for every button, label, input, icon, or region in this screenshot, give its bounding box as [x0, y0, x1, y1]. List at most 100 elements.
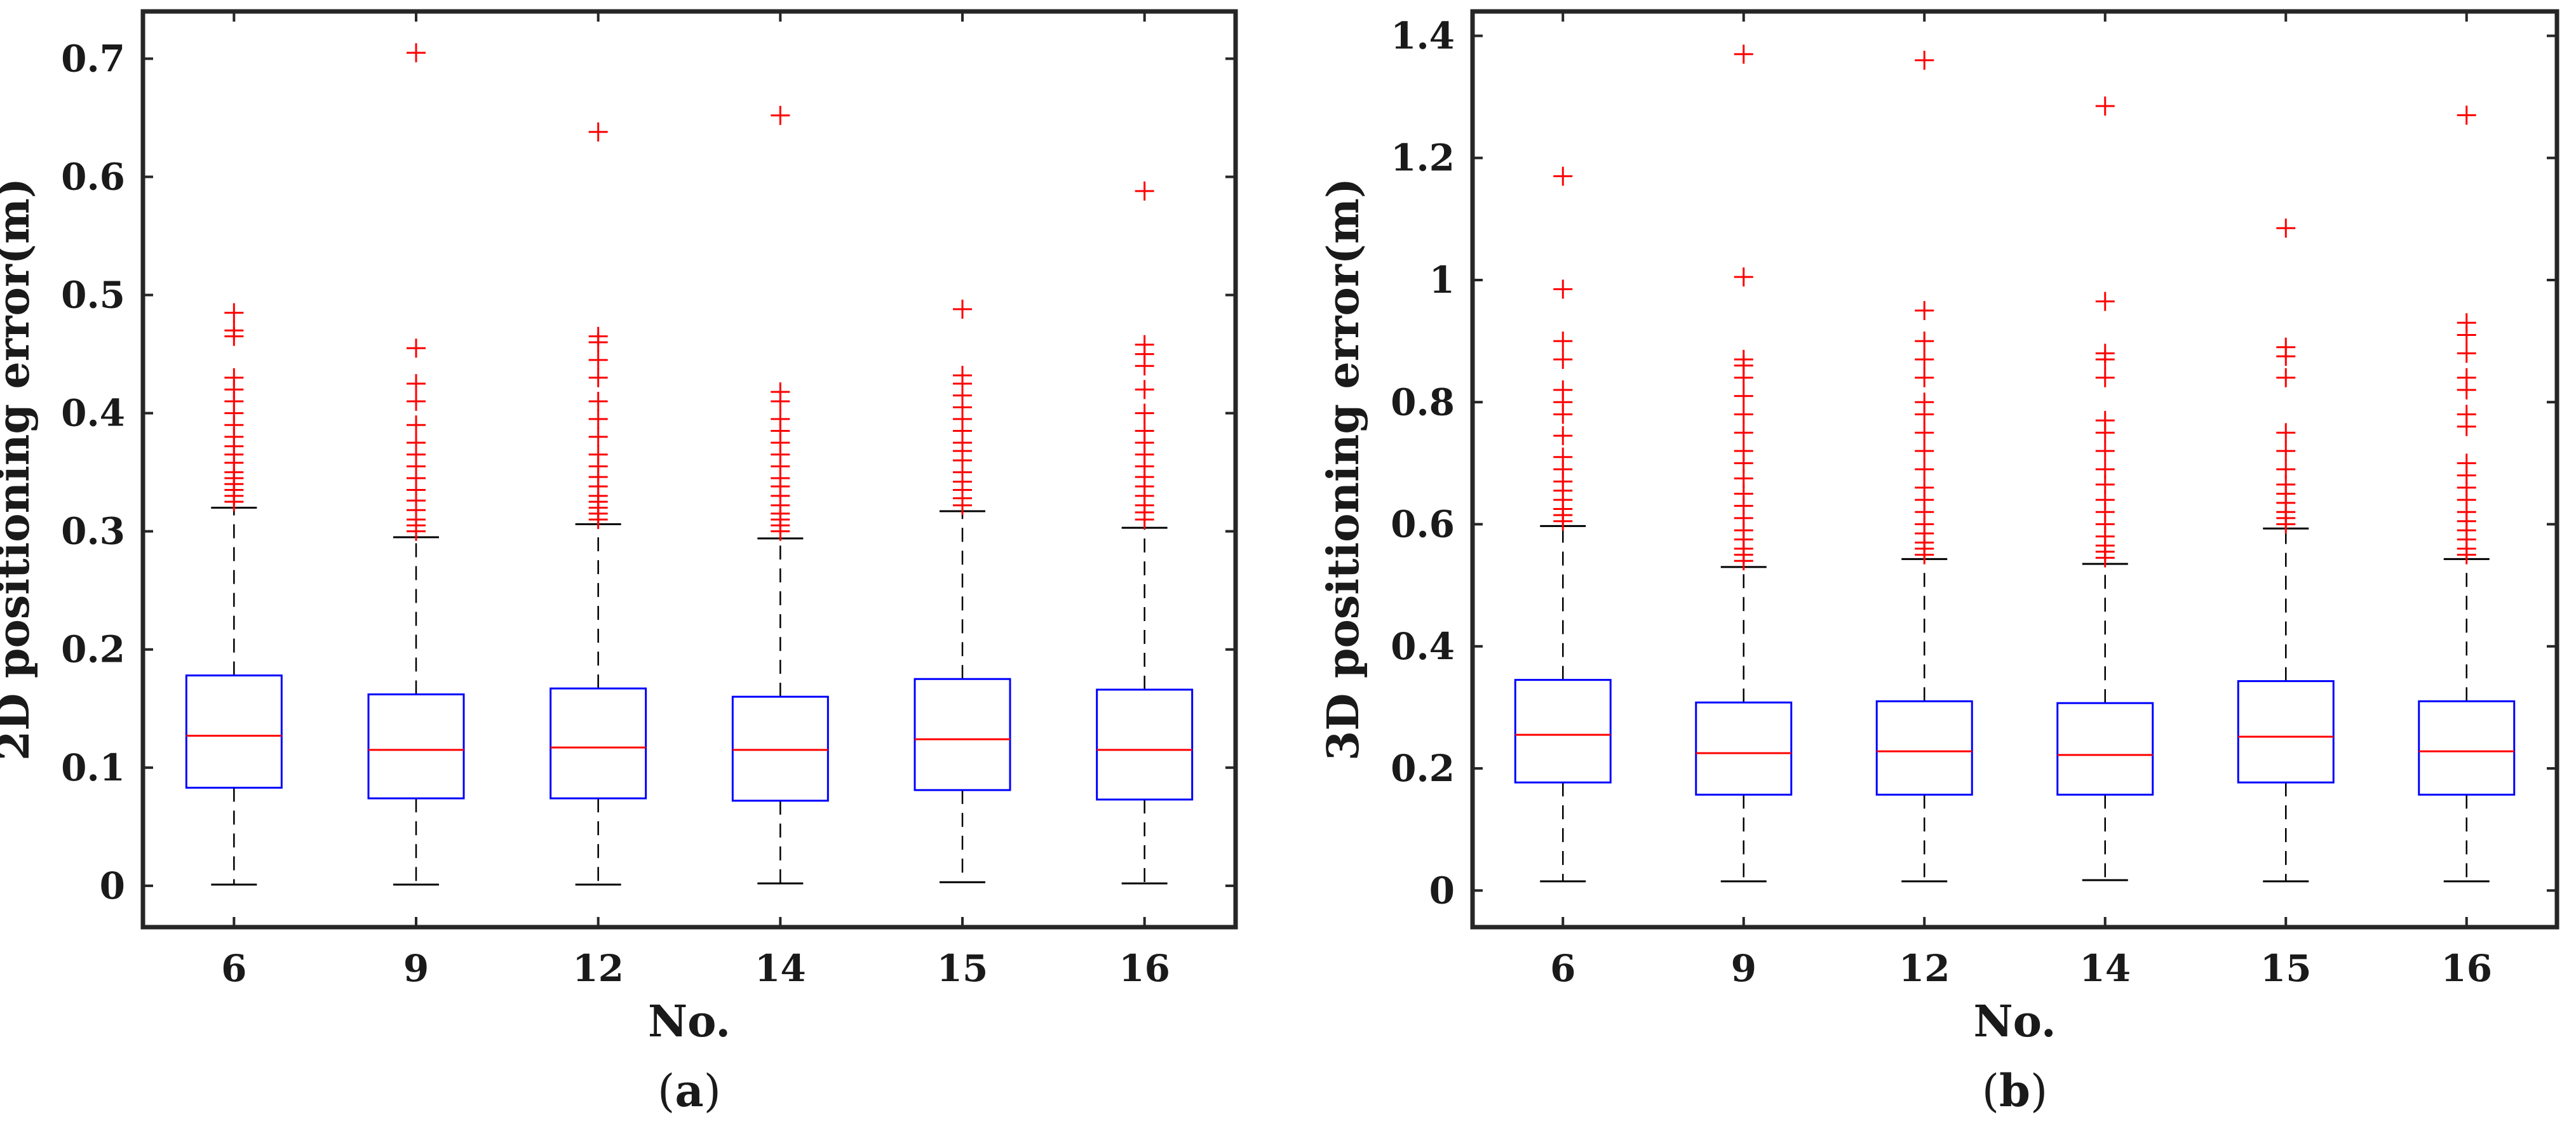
panel-a-background	[0, 0, 1290, 1124]
outlier-marker	[588, 445, 608, 464]
iqr-box	[914, 678, 1011, 791]
outlier-marker	[1553, 331, 1573, 351]
y-tick-label: 1.4	[1391, 14, 1455, 57]
box-12	[550, 122, 647, 886]
x-tick-label: 12	[1899, 947, 1950, 990]
outlier-marker	[588, 427, 608, 446]
outlier-marker	[588, 392, 608, 411]
outlier-marker	[1135, 403, 1154, 423]
panel-a-plot-frame	[140, 9, 1238, 930]
y-tick-label: 0.6	[61, 155, 125, 198]
outlier-marker	[588, 326, 608, 346]
box-6	[185, 303, 283, 886]
outlier-marker	[2095, 460, 2115, 479]
outlier-marker	[2095, 441, 2115, 461]
outlier-marker	[224, 368, 244, 387]
y-tick-label: 0.1	[61, 746, 125, 789]
box-9	[367, 43, 465, 886]
box-14	[731, 105, 829, 885]
outlier-marker	[2276, 423, 2296, 443]
outlier-marker	[1135, 181, 1154, 201]
panel-b-x-axis-label: No.	[1974, 996, 2056, 1047]
x-tick-label: 6	[221, 947, 246, 990]
iqr-box	[367, 693, 465, 800]
iqr-box	[2418, 700, 2516, 796]
outlier-marker	[2457, 453, 2476, 473]
x-tick-label: 14	[755, 947, 806, 990]
outlier-marker	[1915, 368, 1934, 387]
outlier-marker	[1915, 301, 1934, 321]
y-tick-label: 0.6	[1391, 503, 1455, 546]
outlier-marker	[1553, 166, 1573, 186]
y-tick-label: 0.8	[1391, 380, 1455, 424]
iqr-box	[185, 674, 283, 789]
outlier-marker	[1915, 392, 1934, 412]
panel-a-label: (a)	[657, 1064, 721, 1117]
outlier-marker	[1135, 380, 1154, 399]
outlier-marker	[2276, 368, 2296, 387]
x-tick-label: 12	[572, 947, 624, 990]
outlier-marker	[1734, 349, 1753, 369]
outlier-marker	[1553, 349, 1573, 369]
outlier-marker	[588, 122, 608, 142]
panel-b-y-axis-label: 3D positioning error(m)	[1318, 178, 1369, 761]
chart-panel-a: 0 0.1 0.2 0.3 0.4 0.5 0.6 0.7 6 9 12 14 15 16 No. 2D…	[0, 0, 1290, 1124]
outlier-marker	[588, 368, 608, 387]
panel-a-letter: a	[675, 1064, 703, 1117]
y-tick-label: 0	[100, 864, 125, 907]
y-tick-label: 0.4	[61, 392, 125, 435]
x-tick-label: 6	[1550, 947, 1575, 990]
iqr-box	[1695, 701, 1793, 796]
y-tick-label: 0.7	[61, 37, 125, 80]
box-16	[1096, 181, 1194, 885]
x-tick-label: 15	[937, 947, 988, 990]
outlier-marker	[407, 433, 426, 453]
x-tick-label: 16	[1119, 947, 1170, 990]
panel-a-marks	[185, 43, 1194, 886]
outlier-marker	[1553, 447, 1573, 467]
panel-a-x-ticks: 6 9 12 14 15 16	[221, 11, 1170, 990]
outlier-marker	[407, 374, 426, 394]
box-9	[1695, 44, 1793, 883]
box-16	[2418, 105, 2516, 883]
outlier-marker	[1915, 423, 1934, 443]
y-tick-label: 0.5	[61, 274, 125, 317]
outlier-marker	[2457, 405, 2476, 424]
outlier-marker	[953, 299, 972, 319]
outlier-marker	[2457, 344, 2476, 363]
panel-b-x-ticks: 6 9 12 14 15 16	[1550, 11, 2492, 990]
box-15	[2237, 218, 2335, 883]
outlier-marker	[1734, 405, 1753, 424]
y-tick-label: 0.2	[1391, 747, 1455, 790]
x-tick-label: 15	[2260, 947, 2312, 990]
y-tick-label: 0.4	[1391, 625, 1455, 668]
iqr-box	[731, 695, 829, 802]
panel-b-y-ticks: 0 0.2 0.4 0.6 0.8 1 1.2 1.4	[1391, 14, 2557, 912]
outlier-marker	[407, 392, 426, 411]
outlier-marker	[1734, 386, 1753, 406]
outlier-marker	[1915, 478, 1934, 497]
outlier-marker	[407, 415, 426, 435]
outlier-marker	[588, 350, 608, 370]
outlier-marker	[2276, 441, 2296, 461]
outlier-marker	[771, 382, 790, 402]
outlier-marker	[2095, 411, 2115, 431]
iqr-box	[550, 687, 647, 800]
y-tick-label: 1	[1429, 258, 1455, 302]
outlier-marker	[771, 105, 790, 125]
y-tick-label: 0.2	[61, 628, 125, 671]
panel-b-marks	[1514, 44, 2516, 883]
outlier-marker	[1915, 349, 1934, 369]
panel-a-x-axis-label: No.	[648, 996, 731, 1047]
panel-b-letter: b	[1999, 1064, 2030, 1117]
iqr-box	[2056, 702, 2154, 796]
outlier-marker	[1734, 44, 1753, 64]
iqr-box	[2237, 680, 2335, 784]
outlier-marker	[1734, 441, 1753, 461]
outlier-marker	[1553, 380, 1573, 400]
outlier-marker	[953, 366, 972, 385]
outlier-marker	[1915, 331, 1934, 351]
outlier-marker	[1734, 267, 1753, 287]
iqr-box	[1514, 679, 1612, 784]
